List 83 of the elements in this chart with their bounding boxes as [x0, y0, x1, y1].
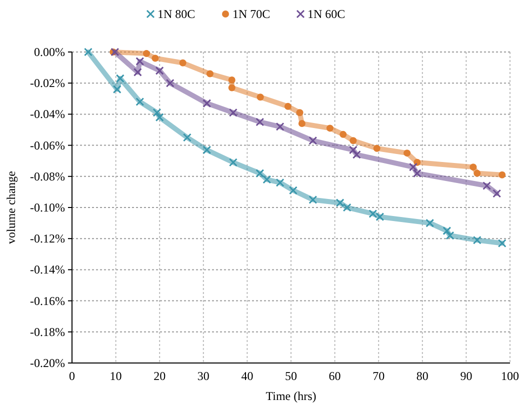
- x-tick-label: 10: [110, 369, 122, 383]
- point: [352, 150, 361, 159]
- point: [84, 48, 92, 56]
- point: [470, 164, 477, 171]
- point: [228, 108, 238, 117]
- point: [340, 130, 347, 138]
- point: [136, 98, 144, 106]
- point: [179, 59, 186, 66]
- point: [482, 181, 492, 190]
- point: [426, 218, 434, 228]
- x-tick-label: 60: [328, 369, 341, 383]
- point: [152, 54, 159, 62]
- point: [155, 113, 164, 122]
- legend-label: 1N 60C: [308, 7, 346, 21]
- x-tick-label: 70: [372, 369, 385, 383]
- point: [308, 136, 318, 145]
- x-tick-label: 50: [285, 369, 297, 383]
- y-tick-label: -0.08%: [30, 169, 65, 184]
- point: [498, 239, 506, 248]
- x-tick-label: 0: [69, 369, 75, 383]
- point: [142, 50, 150, 58]
- y-tick-label: -0.18%: [30, 324, 65, 339]
- y-axis-title: volume change: [4, 171, 18, 244]
- point: [412, 169, 422, 178]
- point: [342, 203, 352, 212]
- point: [276, 178, 284, 187]
- point: [404, 150, 411, 157]
- y-tick-label: -0.10%: [30, 200, 65, 214]
- point: [116, 74, 124, 83]
- y-tick-label: -0.06%: [30, 138, 65, 152]
- point: [110, 48, 120, 56]
- point: [414, 158, 421, 166]
- x-tick-label: 20: [154, 369, 166, 383]
- x-tick-label: 100: [501, 369, 519, 383]
- point: [350, 137, 357, 144]
- point: [228, 158, 238, 167]
- legend-label: 1N 80C: [158, 7, 196, 21]
- point: [228, 76, 236, 84]
- point: [296, 109, 304, 116]
- x-axis-title: Time (hrs): [266, 389, 316, 403]
- point: [202, 146, 212, 154]
- y-tick-label: 0.00%: [34, 45, 65, 59]
- point: [308, 195, 318, 204]
- point: [202, 99, 212, 108]
- point: [288, 186, 298, 195]
- x-tick-label: 30: [197, 369, 210, 383]
- point: [373, 144, 380, 152]
- point: [348, 146, 358, 154]
- point: [446, 231, 454, 240]
- point: [474, 170, 481, 177]
- y-tick-label: -0.02%: [30, 76, 65, 90]
- point: [492, 189, 502, 198]
- x-tick-label: 80: [416, 369, 428, 383]
- point: [256, 169, 264, 178]
- x-tick-label: 40: [241, 369, 254, 383]
- point: [166, 78, 174, 88]
- point: [228, 84, 236, 92]
- point: [408, 162, 418, 172]
- legend-label: 1N 70C: [232, 7, 270, 21]
- point: [256, 94, 264, 101]
- point: [112, 85, 122, 94]
- point: [276, 122, 284, 131]
- x-tick-label: 90: [460, 369, 472, 383]
- point: [336, 198, 344, 208]
- y-tick-label: -0.04%: [30, 107, 65, 122]
- point: [298, 120, 306, 128]
- point: [262, 175, 272, 184]
- point: [182, 133, 192, 142]
- point: [326, 124, 334, 132]
- point: [206, 70, 214, 78]
- point: [155, 66, 164, 75]
- y-tick-label: -0.12%: [30, 232, 65, 246]
- point: [442, 226, 452, 236]
- y-tick-label: -0.20%: [30, 356, 65, 370]
- point: [152, 108, 162, 117]
- point: [284, 102, 292, 110]
- point: [498, 171, 506, 178]
- y-tick-label: -0.16%: [30, 294, 65, 308]
- y-tick-label: -0.14%: [30, 262, 65, 277]
- point: [472, 236, 482, 244]
- point: [256, 118, 264, 126]
- point: [133, 68, 142, 76]
- point: [136, 57, 144, 66]
